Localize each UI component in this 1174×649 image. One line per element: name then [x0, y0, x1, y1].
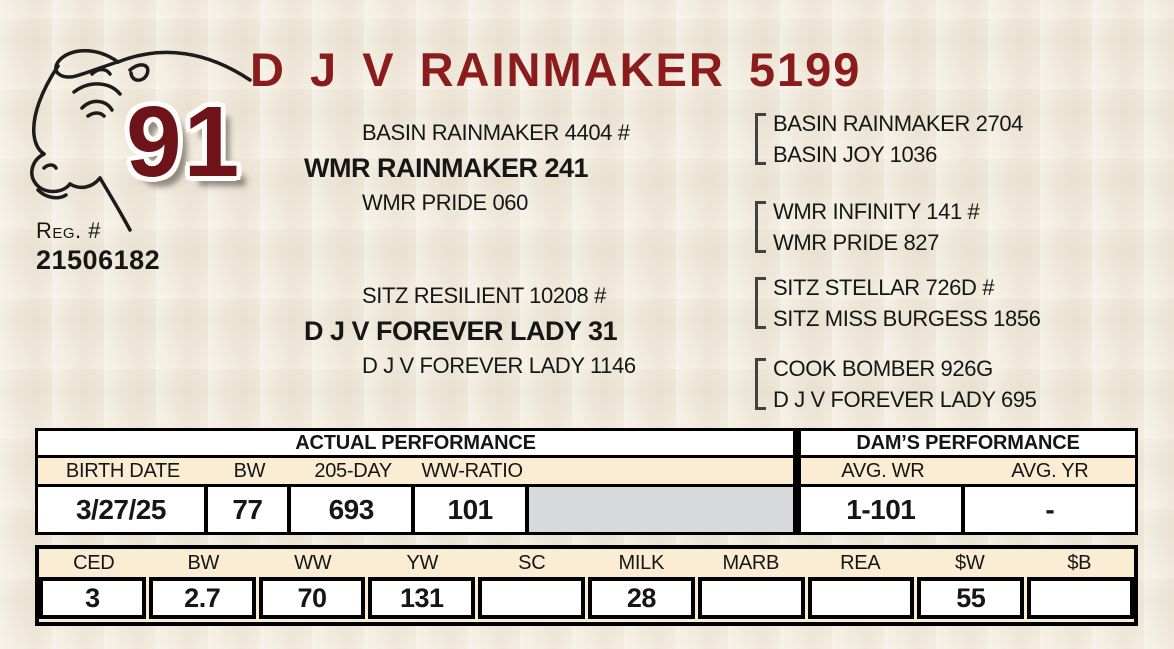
column-header: CED: [73, 551, 115, 574]
granddam-name: BASIN JOY 1036: [773, 142, 937, 167]
cattle-head-line-art-icon: [30, 49, 252, 232]
column-header: $W: [955, 551, 985, 574]
ww-ratio-value: 101: [415, 487, 529, 532]
205-day-value: 693: [290, 487, 416, 532]
bracket-icon: [755, 277, 766, 329]
column-header: 205-DAY: [314, 459, 392, 482]
dollar-w-epd-value: 55: [917, 577, 1025, 619]
granddam-name: D J V FOREVER LADY 695: [773, 387, 1037, 412]
animal-name-title: D J V RAINMAKER 5199: [250, 43, 862, 96]
column-header: AVG. YR: [1011, 459, 1089, 482]
ww-epd-value: 70: [258, 577, 366, 619]
pedigree-sire: WMR RAINMAKER 241: [304, 153, 589, 183]
column-header: WW-RATIO: [421, 459, 523, 482]
column-header: AVG. WR: [841, 459, 925, 482]
pedigree-dam-of-dam: D J V FOREVER LADY 1146: [362, 353, 636, 378]
grandparent-group: SITZ STELLAR 726D # SITZ MISS BURGESS 18…: [755, 272, 1041, 334]
actual-performance-title: ACTUAL PERFORMANCE: [38, 431, 793, 458]
pedigree-dam: D J V FOREVER LADY 31: [304, 316, 618, 346]
actual-performance-table: ACTUAL PERFORMANCE BIRTH DATE BW 205-DAY…: [35, 428, 797, 535]
bw-epd-value: 2.7: [148, 577, 256, 619]
bw-value: 77: [207, 487, 291, 532]
epd-header-row: CED BW WW YW SC MILK MARB REA $W $B: [39, 549, 1134, 577]
bracket-icon: [755, 113, 766, 165]
granddam-name: SITZ MISS BURGESS 1856: [773, 306, 1041, 331]
grandparent-group: COOK BOMBER 926G D J V FOREVER LADY 695: [755, 353, 1037, 415]
epd-table: CED BW WW YW SC MILK MARB REA $W $B 3 2.…: [35, 545, 1138, 626]
yw-epd-value: 131: [368, 577, 476, 619]
registration-block: Reg. # 21506182: [36, 218, 160, 276]
column-header: REA: [840, 551, 881, 574]
column-header: WW: [294, 551, 332, 574]
birth-date-value: 3/27/25: [38, 487, 208, 532]
column-header: MARB: [722, 551, 780, 574]
pedigree-dam-of-sire: WMR PRIDE 060: [362, 190, 528, 215]
column-header: BIRTH DATE: [65, 459, 180, 482]
lot-number: 91: [126, 86, 242, 198]
pedigree-sire-of-sire: BASIN RAINMAKER 4404 #: [362, 120, 630, 145]
reg-number: 21506182: [36, 245, 161, 275]
milk-epd-value: 28: [588, 577, 695, 619]
pedigree-dam-block: SITZ RESILIENT 10208 # D J V FOREVER LAD…: [304, 281, 636, 381]
reg-label: Reg. #: [36, 218, 102, 243]
pedigree-sire-of-dam: SITZ RESILIENT 10208 #: [362, 283, 606, 308]
column-header: BW: [187, 551, 220, 574]
column-header: MILK: [618, 551, 665, 574]
actual-performance-value-row: 3/27/25 77 693 101: [38, 487, 793, 532]
ced-epd-value: 3: [39, 577, 146, 619]
bracket-icon: [755, 358, 766, 410]
column-header: YW: [406, 551, 439, 574]
granddam-name: WMR PRIDE 827: [773, 230, 939, 255]
grandsire-name: SITZ STELLAR 726D #: [773, 275, 995, 300]
sc-epd-value: [478, 577, 585, 619]
rea-epd-value: [807, 577, 915, 619]
grandsire-name: BASIN RAINMAKER 2704: [773, 111, 1023, 136]
dams-performance-table: DAM’S PERFORMANCE AVG. WR AVG. YR 1-101 …: [797, 428, 1138, 535]
grandsire-name: COOK BOMBER 926G: [773, 356, 993, 381]
empty-gray-cell: [528, 487, 793, 532]
dams-performance-title: DAM’S PERFORMANCE: [801, 431, 1135, 458]
grandparent-group: WMR INFINITY 141 # WMR PRIDE 827: [755, 196, 980, 258]
epd-value-row: 3 2.7 70 131 28 55: [39, 577, 1134, 622]
dams-performance-header-row: AVG. WR AVG. YR: [801, 458, 1135, 487]
pedigree-sire-block: BASIN RAINMAKER 4404 # WMR RAINMAKER 241…: [304, 118, 630, 218]
grandparent-group: BASIN RAINMAKER 2704 BASIN JOY 1036: [755, 108, 1023, 170]
column-header: $B: [1067, 551, 1092, 574]
bracket-icon: [755, 201, 766, 253]
avg-yr-value: -: [964, 487, 1135, 532]
actual-performance-header-row: BIRTH DATE BW 205-DAY WW-RATIO: [38, 458, 793, 487]
marb-epd-value: [697, 577, 805, 619]
avg-wr-value: 1-101: [801, 487, 965, 532]
grandsire-name: WMR INFINITY 141 #: [773, 199, 980, 224]
column-header: SC: [518, 551, 546, 574]
dollar-b-epd-value: [1027, 577, 1134, 619]
column-header: BW: [233, 459, 266, 482]
dams-performance-value-row: 1-101 -: [801, 487, 1135, 532]
